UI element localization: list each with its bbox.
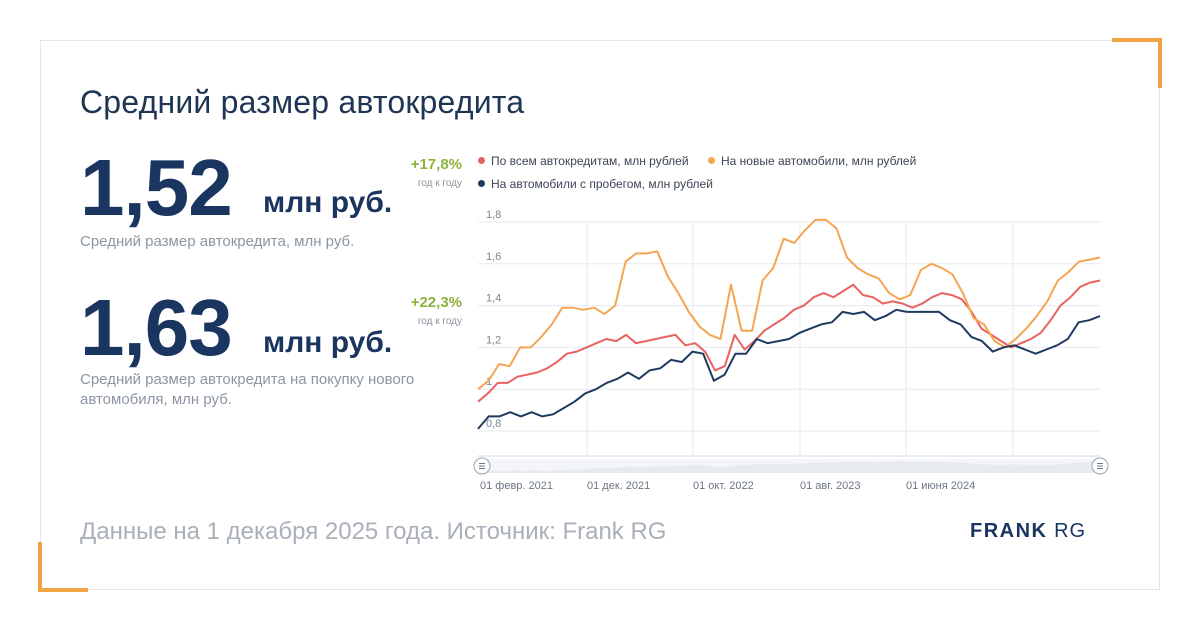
x-tick-label: 01 июня 2024	[906, 480, 975, 492]
x-tick-label: 01 февр. 2021	[480, 480, 553, 492]
source-footer: Данные на 1 декабря 2025 года. Источник:…	[80, 518, 667, 545]
y-tick-label: 0,8	[486, 418, 501, 430]
x-axis-ticks: 01 февр. 2021 01 дек. 2021 01 окт. 2022 01 …	[480, 480, 975, 492]
metric-delta-new: +22,3%	[410, 294, 462, 311]
navigator-handle-right[interactable]	[1091, 457, 1109, 475]
metric-delta-note-new: год к году	[417, 316, 462, 327]
metric-value-all: 1,52	[80, 143, 233, 232]
corner-accent-bottom-left-h	[38, 588, 88, 592]
corner-accent-top-right-h	[1112, 38, 1162, 42]
series-line-0	[477, 279, 1101, 403]
corner-accent-top-right-v	[1158, 38, 1162, 88]
metric-unit-new: млн руб.	[263, 326, 393, 359]
legend-item-new[interactable]: На новые автомобили, млн рублей	[708, 154, 916, 168]
series-line-2	[477, 308, 1101, 430]
legend-dot-used	[478, 180, 485, 188]
navigator-handle-left[interactable]	[473, 457, 491, 475]
y-tick-label: 1	[486, 376, 492, 388]
legend-label-all: По всем автокредитам, млн рублей	[491, 154, 689, 168]
metric-description-new: Средний размер автокредита на покупку но…	[80, 371, 415, 408]
chart-lines	[477, 218, 1101, 430]
legend-dot-all	[478, 157, 485, 165]
corner-accent-bottom-left-v	[38, 542, 42, 592]
navigator-area	[482, 461, 1100, 473]
y-axis-ticks: 0,8 1 1,2 1,4 1,6 1,8	[486, 209, 501, 430]
legend-label-used: На автомобили с пробегом, млн рублей	[491, 177, 713, 191]
y-tick-label: 1,2	[486, 334, 501, 346]
y-tick-label: 1,6	[486, 251, 501, 263]
brand-logo: FRANK RG	[970, 520, 1086, 543]
chart-grid	[478, 221, 1100, 457]
legend-item-all[interactable]: По всем автокредитам, млн рублей	[478, 154, 689, 168]
metric-delta-all: +17,8%	[410, 156, 462, 173]
legend-dot-new	[708, 157, 715, 165]
metric-delta-note-all: год к году	[417, 178, 462, 189]
metric-value-new: 1,63	[80, 283, 233, 372]
x-tick-label: 01 авг. 2023	[800, 480, 861, 492]
range-navigator	[473, 457, 1109, 475]
y-tick-label: 1,4	[486, 293, 501, 305]
page-title: Средний размер автокредита	[80, 84, 525, 120]
x-tick-label: 01 дек. 2021	[587, 480, 650, 492]
brand-logo-bold: FRANK	[970, 520, 1048, 542]
brand-logo-light: RG	[1054, 520, 1087, 542]
series-line-1	[477, 218, 1101, 390]
legend-item-used[interactable]: На автомобили с пробегом, млн рублей	[478, 177, 713, 191]
metric-unit-all: млн руб.	[263, 186, 393, 219]
x-tick-label: 01 окт. 2022	[693, 480, 754, 492]
legend-label-new: На новые автомобили, млн рублей	[721, 154, 917, 168]
y-tick-label: 1,8	[486, 209, 501, 221]
metric-description-all: Средний размер автокредита, млн руб.	[80, 233, 355, 250]
